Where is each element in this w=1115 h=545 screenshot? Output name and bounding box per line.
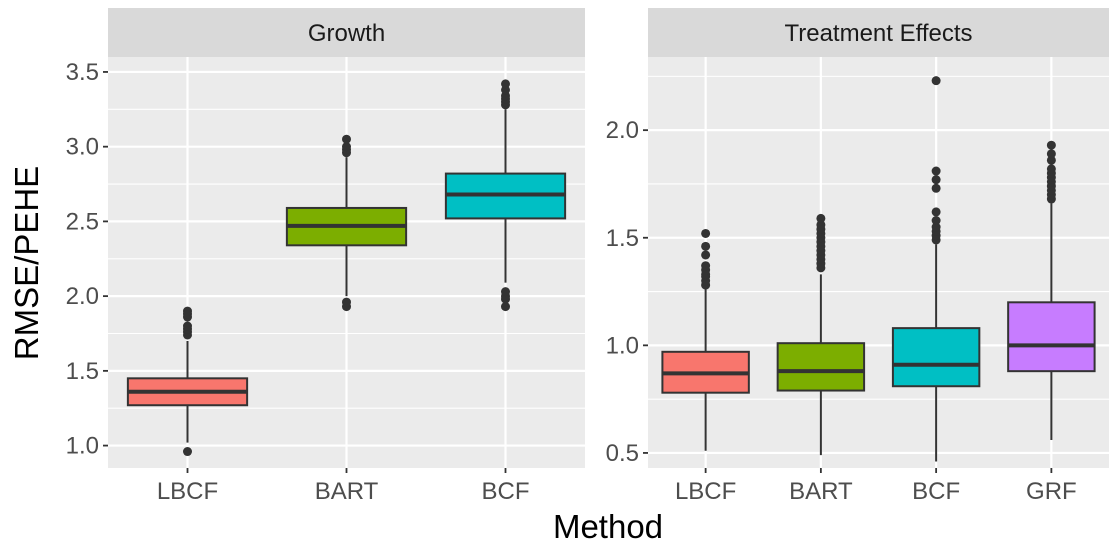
box-treatment-effects-bart [776, 213, 866, 456]
y-tick-label: 1.0 [66, 433, 99, 460]
y-axis-ticks-treatment-effects: 0.5 1.0 1.5 2.0 [606, 117, 648, 467]
strip-label-growth: Growth [308, 20, 385, 47]
panel-growth: Growth 1.0 1.5 2.0 2.5 3.0 3.5 LBCF BART BCF [66, 8, 585, 505]
x-tick-label-bart: BART [789, 478, 853, 505]
box-iqr [891, 327, 981, 388]
minor-gridlines-treatment-effects [648, 75, 1109, 400]
y-tick-label: 2.0 [606, 117, 639, 144]
outlier-point [701, 228, 711, 238]
x-axis-title: Method [553, 508, 663, 545]
y-tick-label: 3.0 [66, 134, 99, 161]
x-axis-ticks-growth: LBCF BART BCF [157, 468, 530, 505]
x-tick-label-grf: GRF [1026, 478, 1077, 505]
boxes-growth [126, 79, 567, 457]
outlier-point [931, 183, 941, 193]
box-treatment-effects-bcf [891, 76, 981, 462]
box-growth-bart [285, 134, 408, 312]
strip-background-treatment-effects [648, 8, 1109, 57]
x-axis-ticks-treatment-effects: LBCF BART BCF GRF [675, 468, 1077, 505]
outlier-point [701, 250, 711, 260]
outlier-point [816, 220, 826, 230]
y-tick-label: 2.5 [66, 208, 99, 235]
strip-label-treatment-effects: Treatment Effects [784, 20, 972, 47]
x-tick-label-lbcf: LBCF [675, 478, 736, 505]
outlier-point [183, 306, 192, 316]
panel-treatment-effects: Treatment Effects 0.5 1.0 1.5 2.0 LBCF BART B… [606, 8, 1109, 505]
outlier-point [1046, 164, 1056, 174]
plot-background-treatment-effects [648, 57, 1109, 468]
outlier-point [816, 213, 826, 223]
outlier-point [1046, 155, 1056, 165]
y-axis-title: RMSE/PEHE [8, 166, 45, 360]
outlier-point [931, 216, 941, 226]
outlier-point [183, 447, 192, 457]
y-tick-label: 2.0 [66, 283, 99, 310]
outlier-point [931, 175, 941, 185]
outlier-point [1046, 149, 1056, 159]
y-tick-label: 1.5 [606, 225, 639, 252]
outlier-point [931, 166, 941, 176]
y-tick-label: 0.5 [606, 440, 639, 467]
outlier-point [931, 76, 941, 86]
x-tick-label-bcf: BCF [482, 478, 530, 505]
y-tick-label: 1.0 [606, 332, 639, 359]
box-growth-bcf [444, 79, 567, 312]
box-growth-lbcf [126, 306, 249, 457]
outlier-point [1046, 140, 1056, 150]
strip-background-growth [108, 8, 585, 57]
y-axis-ticks-growth: 1.0 1.5 2.0 2.5 3.0 3.5 [66, 59, 108, 460]
outlier-point [701, 241, 711, 251]
outlier-point [342, 297, 351, 307]
outlier-point [931, 207, 941, 217]
outlier-point [931, 222, 941, 232]
y-tick-label: 3.5 [66, 59, 99, 86]
outlier-point [183, 321, 192, 331]
box-iqr [776, 342, 866, 392]
box-iqr [1007, 301, 1096, 373]
box-treatment-effects-lbcf [661, 228, 750, 451]
x-tick-label-bcf: BCF [912, 478, 960, 505]
outlier-point [342, 142, 351, 152]
x-tick-label-lbcf: LBCF [157, 478, 218, 505]
x-tick-label-bart: BART [315, 478, 379, 505]
box-treatment-effects-grf [1007, 140, 1096, 441]
outlier-point [501, 79, 510, 89]
outlier-point [501, 302, 510, 312]
outlier-point [342, 134, 351, 144]
y-tick-label: 1.5 [66, 358, 99, 385]
boxes-treatment-effects [661, 76, 1096, 462]
outlier-point [701, 261, 711, 271]
outlier-point [501, 287, 510, 297]
